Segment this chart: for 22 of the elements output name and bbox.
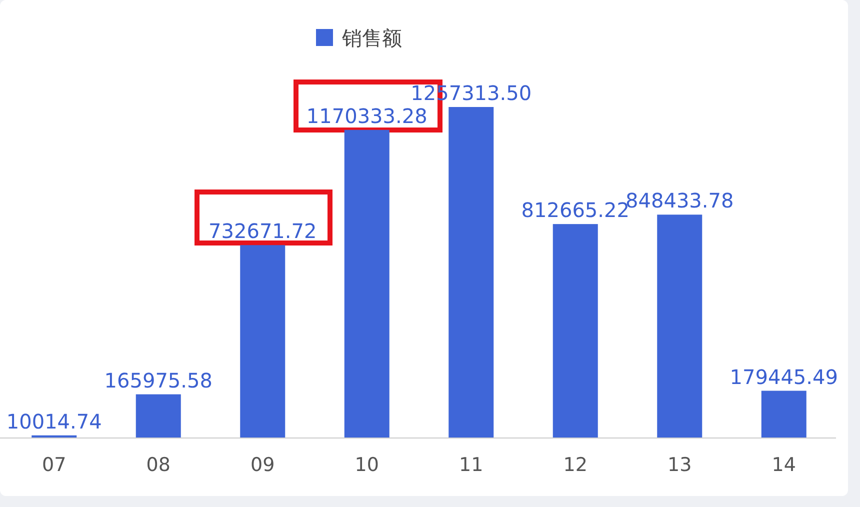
bar (448, 107, 494, 438)
x-tick-label: 11 (459, 454, 484, 476)
x-tick-label: 12 (563, 454, 588, 476)
x-tick-label: 09 (250, 454, 275, 476)
bar (761, 390, 806, 438)
data-label: 179445.49 (730, 364, 838, 389)
x-tick-label: 07 (42, 454, 66, 476)
data-label: 732671.72 (208, 219, 317, 244)
x-tick-label: 14 (772, 454, 796, 476)
data-label: 1170333.28 (306, 104, 428, 128)
data-label: 848433.78 (626, 188, 734, 213)
bar (657, 214, 702, 438)
legend: 销售额 (316, 26, 402, 50)
x-tick-label: 10 (354, 454, 379, 476)
bar (344, 130, 390, 438)
data-label: 10014.74 (6, 409, 102, 434)
x-tick-label: 13 (668, 454, 692, 476)
legend-label: 销售额 (341, 26, 402, 50)
x-tick-label: 08 (146, 454, 170, 476)
bar (552, 224, 598, 438)
bar (136, 394, 181, 438)
data-label: 165975.58 (104, 368, 212, 392)
